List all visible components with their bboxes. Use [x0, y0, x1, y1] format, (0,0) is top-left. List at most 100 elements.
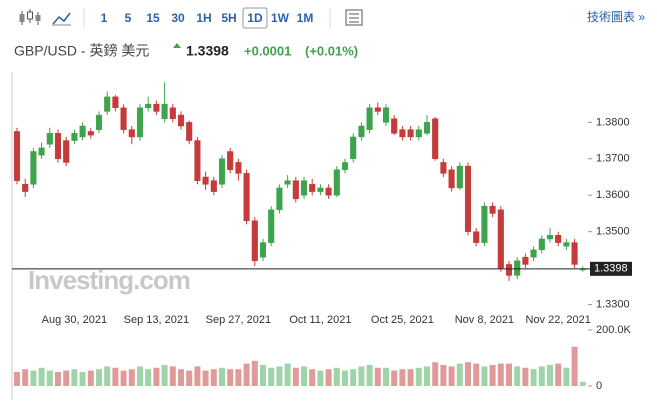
x-tick-label: Nov 22, 2021 — [525, 314, 590, 326]
candle-body — [374, 107, 381, 112]
volume-bar — [120, 370, 127, 386]
volume-bar — [30, 370, 37, 386]
volume-bar — [522, 367, 529, 386]
candle-body — [505, 264, 513, 276]
candle-body — [95, 114, 103, 130]
volume-bar — [432, 362, 439, 386]
volume-bar — [186, 370, 193, 386]
volume-bar — [366, 365, 373, 386]
volume-bar — [79, 372, 86, 386]
y-tick-label: 1.3800 — [596, 116, 630, 128]
candle-body — [538, 238, 545, 251]
candle-body — [128, 129, 135, 138]
volume-bar — [489, 365, 496, 386]
volume-bar — [383, 367, 389, 386]
volume-bar — [145, 369, 152, 386]
interval-button[interactable]: 15 — [146, 11, 160, 25]
candle-body — [87, 131, 94, 136]
candle-body — [243, 173, 250, 221]
interval-button[interactable]: 5 — [125, 11, 132, 25]
volume-bar — [38, 367, 45, 386]
volume-bar — [391, 370, 398, 386]
volume-bar — [358, 366, 365, 386]
interval-button[interactable]: 30 — [171, 11, 185, 25]
candle-body — [13, 131, 21, 181]
x-tick-label: Oct 11, 2021 — [289, 314, 351, 326]
interval-button[interactable]: 1D — [247, 11, 263, 25]
volume-bar — [128, 369, 135, 386]
candle-body — [399, 129, 406, 138]
volume-bar — [415, 367, 422, 386]
candle-body — [54, 133, 62, 160]
volume-bar — [333, 367, 340, 386]
candle-body — [555, 235, 562, 243]
volume-bar — [301, 366, 307, 386]
change: +0.0001 — [244, 43, 291, 58]
x-tick-label: Sep 27, 2021 — [206, 314, 271, 326]
toolbar-icons — [19, 8, 363, 28]
volume-bar — [530, 369, 537, 386]
candle-body — [366, 107, 373, 130]
candle-body — [407, 129, 414, 138]
volume-bar — [112, 367, 119, 386]
volume-bar — [440, 365, 447, 386]
volume-bar — [506, 363, 512, 386]
candle-body — [309, 184, 316, 192]
interval-button[interactable]: 5H — [221, 11, 236, 25]
watermark-text: Investing.com — [28, 265, 190, 295]
candle-body — [218, 158, 226, 185]
volume-bar — [497, 363, 504, 386]
volume-bar — [178, 369, 184, 386]
volume-bar — [268, 367, 275, 386]
volume-bar — [424, 366, 430, 386]
x-tick-label: Sep 13, 2021 — [124, 314, 189, 326]
candle-body — [473, 231, 480, 243]
chart-link[interactable]: 技術圖表 » — [587, 10, 645, 24]
x-tick-label: Oct 25, 2021 — [371, 314, 434, 326]
candle-body — [489, 205, 496, 214]
candle-body — [235, 162, 242, 174]
volume-bar — [465, 362, 471, 386]
candle-body — [464, 165, 472, 232]
volume-bar — [243, 363, 250, 386]
volume-bar — [63, 370, 70, 386]
interval-button[interactable]: 1M — [297, 11, 314, 25]
interval-button[interactable]: 1W — [271, 11, 290, 25]
candle-body — [382, 107, 390, 123]
volume-bar — [153, 367, 160, 386]
symbol: GBP/USD - 英鎊 美元 — [14, 43, 149, 59]
interval-button[interactable]: 1 — [101, 11, 108, 25]
volume-bar — [284, 363, 291, 386]
candle-body — [71, 133, 78, 141]
volume-bar — [71, 369, 78, 386]
volume-bar — [22, 369, 29, 386]
volume-bar — [317, 370, 324, 386]
candle-body — [448, 169, 455, 189]
candle-body — [432, 118, 439, 160]
candle-body — [292, 180, 299, 200]
volume-bar — [227, 369, 234, 386]
candle-body — [136, 107, 144, 138]
x-tick-label: Aug 30, 2021 — [42, 314, 107, 326]
volume-bar — [46, 370, 53, 386]
volume-bar — [169, 366, 176, 386]
candle-body — [169, 107, 176, 119]
y-tick-label: 1.3700 — [596, 153, 630, 165]
candle-body — [530, 249, 537, 258]
volume-bar — [547, 365, 553, 386]
volume-bar — [276, 366, 283, 386]
volume-bar — [407, 369, 414, 386]
candle-body — [358, 125, 365, 138]
candle-body — [63, 140, 70, 163]
candle-body — [120, 107, 127, 130]
y-tick-label: 1.3600 — [596, 189, 630, 201]
volume-bar — [579, 381, 586, 386]
volume-bar — [137, 366, 143, 386]
volume-bar — [448, 366, 455, 386]
interval-button[interactable]: 1H — [196, 11, 211, 25]
y-tick-label: 1.3500 — [596, 226, 630, 238]
candle-body — [46, 133, 53, 145]
volume-bar — [104, 366, 111, 386]
candle-body — [112, 96, 119, 109]
volume-bar — [456, 363, 463, 386]
